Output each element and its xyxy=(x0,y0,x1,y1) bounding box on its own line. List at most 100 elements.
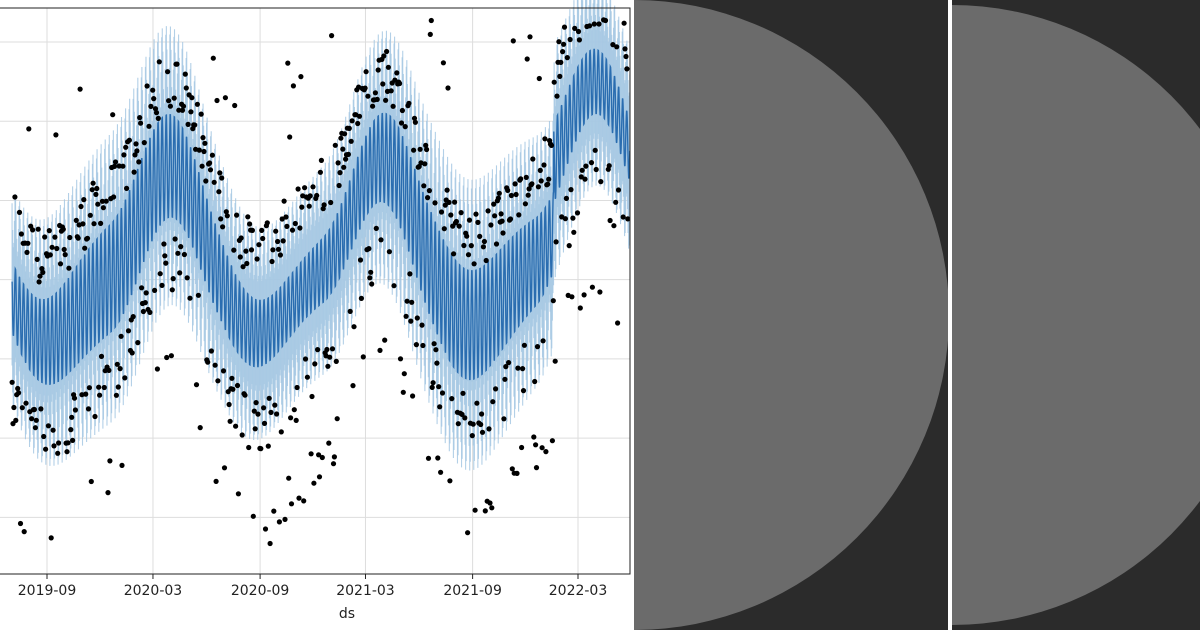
observation-point xyxy=(252,426,258,432)
observation-point xyxy=(234,382,241,389)
observation-point xyxy=(422,161,428,167)
observation-point xyxy=(122,375,128,381)
observation-point xyxy=(439,390,446,396)
observation-point xyxy=(460,390,466,396)
half-disc-shape xyxy=(952,5,1200,625)
observation-point xyxy=(397,80,403,87)
observation-point xyxy=(152,106,159,112)
observation-point xyxy=(198,111,204,117)
observation-point xyxy=(37,273,43,279)
observation-point xyxy=(447,478,453,484)
observation-point xyxy=(60,226,66,232)
observation-point xyxy=(100,205,106,211)
observation-point xyxy=(624,66,630,72)
observation-point xyxy=(492,213,498,219)
observation-point xyxy=(400,389,406,395)
observation-point xyxy=(284,223,290,229)
observation-point xyxy=(327,354,333,360)
observation-point xyxy=(365,93,371,99)
observation-point xyxy=(188,109,194,115)
observation-point xyxy=(468,243,474,249)
observation-point xyxy=(133,141,139,147)
x-axis-title: ds xyxy=(339,606,355,622)
observation-point xyxy=(35,226,41,232)
observation-point xyxy=(87,212,93,218)
observation-point xyxy=(533,465,540,471)
observation-point xyxy=(429,384,435,390)
observation-point xyxy=(132,152,138,158)
observation-point xyxy=(317,169,323,175)
observation-point xyxy=(283,214,289,220)
observation-point xyxy=(251,408,257,414)
observation-point xyxy=(337,170,343,176)
observation-point xyxy=(164,354,170,361)
observation-point xyxy=(262,526,269,532)
observation-point xyxy=(357,257,364,263)
observation-point xyxy=(505,187,511,193)
left-half-disc-panel xyxy=(634,0,948,630)
observation-point xyxy=(502,376,508,382)
observation-point xyxy=(302,356,309,362)
observation-point xyxy=(310,184,316,190)
observation-point xyxy=(170,276,176,282)
observation-point xyxy=(240,264,246,270)
observation-point xyxy=(253,400,259,406)
observation-point xyxy=(97,392,103,398)
observation-point xyxy=(230,386,236,392)
observation-point xyxy=(398,120,405,126)
half-disc xyxy=(634,0,948,630)
observation-point xyxy=(533,442,539,448)
observation-point xyxy=(246,444,252,451)
observation-point xyxy=(290,83,296,89)
observation-point xyxy=(99,198,105,204)
observation-point xyxy=(331,454,337,460)
observation-point xyxy=(55,450,61,456)
x-tick-labels: 2019-09 2020-03 2020-09 2021-03 2021-09 2022-… xyxy=(18,574,607,599)
observation-point xyxy=(432,200,438,206)
observation-point xyxy=(483,257,489,264)
observation-point xyxy=(569,294,575,300)
observation-point xyxy=(98,353,105,359)
observation-point xyxy=(67,234,73,241)
observation-point xyxy=(159,282,165,288)
observation-point xyxy=(77,86,83,92)
observation-point xyxy=(150,87,156,93)
observation-point xyxy=(308,451,314,457)
observation-point xyxy=(161,241,167,247)
observation-point xyxy=(117,366,123,372)
observation-point xyxy=(301,498,307,504)
observation-point xyxy=(445,85,451,91)
observation-point xyxy=(568,187,574,193)
observation-point xyxy=(11,404,17,411)
observation-point xyxy=(620,214,626,220)
observation-point xyxy=(209,152,215,158)
observation-point xyxy=(495,195,501,201)
observation-point xyxy=(583,163,589,169)
observation-point xyxy=(41,433,47,440)
observation-point xyxy=(34,256,40,262)
observation-point xyxy=(448,212,454,218)
observation-point xyxy=(548,142,555,148)
observation-point xyxy=(490,399,496,405)
observation-point xyxy=(165,69,171,75)
observation-point xyxy=(451,251,457,257)
observation-point xyxy=(269,258,275,265)
observation-point xyxy=(470,421,476,427)
observation-point xyxy=(598,179,604,185)
observation-point xyxy=(101,384,107,391)
observation-point xyxy=(367,275,373,281)
observation-point xyxy=(255,411,261,417)
observation-point xyxy=(421,183,427,189)
observation-point xyxy=(260,235,266,242)
observation-point xyxy=(390,103,396,109)
observation-point xyxy=(342,131,348,137)
observation-point xyxy=(227,418,233,424)
observation-point xyxy=(235,491,241,497)
observation-point xyxy=(430,380,436,386)
observation-point xyxy=(307,193,313,199)
observation-point xyxy=(196,147,202,153)
observation-point xyxy=(215,378,221,384)
observation-point xyxy=(436,384,442,390)
observation-point xyxy=(455,421,461,427)
observation-point xyxy=(368,269,374,275)
